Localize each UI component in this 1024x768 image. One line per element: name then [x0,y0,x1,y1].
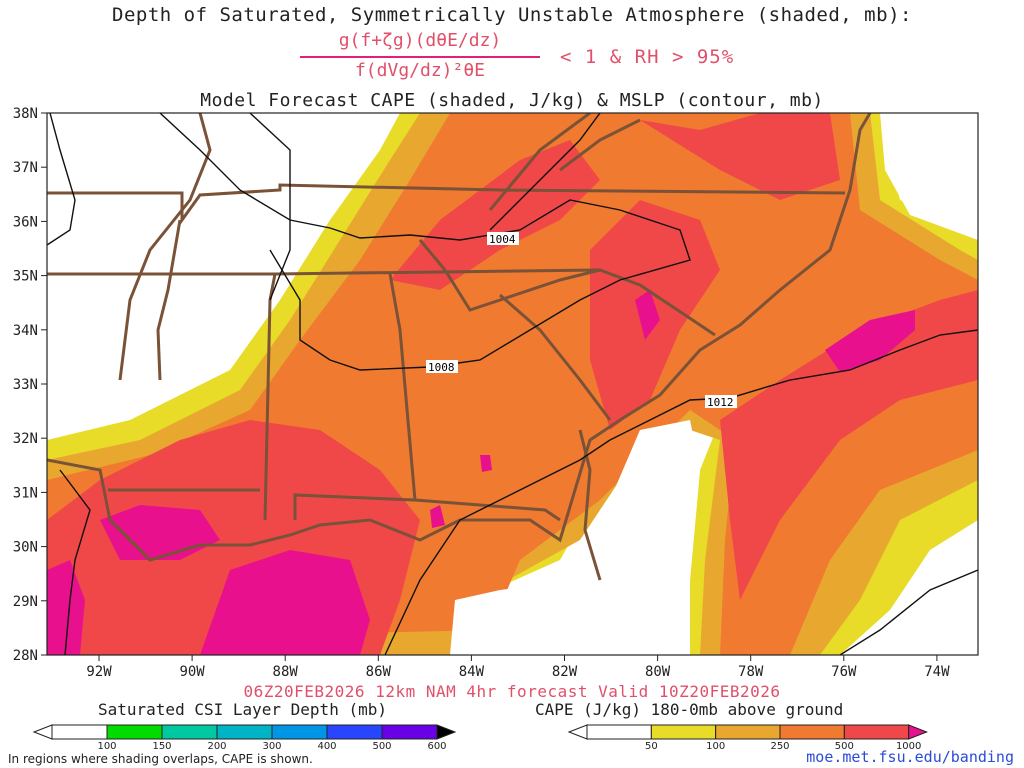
lat-label: 28N [13,648,38,664]
cape-shade-500d [720,290,978,600]
lat-label: 36N [13,214,38,230]
colorbar-swatch [271,724,328,740]
source-url[interactable]: moe.met.fsu.edu/banding [806,748,1014,766]
lat-label: 30N [13,540,38,556]
longitude-labels: 92W 90W 88W 86W 84W 82W 80W 78W 76W 74W [86,655,950,680]
isobar-label: 1004 [489,233,516,246]
clear-region-atlantic [600,420,700,655]
lon-label: 86W [366,664,392,680]
colorbar-label: 500 [372,741,391,750]
lon-label: 80W [645,664,671,680]
colorbar-label: 500 [835,741,854,750]
colorbar-swatch [843,724,910,740]
cape-shade-1000g [430,505,445,528]
colorbar-label: 100 [97,741,116,750]
formula-numerator: g(f+ζg)(dθE/dz) [338,30,502,51]
colorbar-label: 600 [427,741,446,750]
lat-label: 34N [13,323,38,339]
csi-colorbar-title: Saturated CSI Layer Depth (mb) [98,700,387,719]
cape-shade-1000e [635,290,660,340]
isobar-label: 1008 [428,361,455,374]
lon-label: 92W [86,664,112,680]
forecast-valid-line: 06Z20FEB2026 12km NAM 4hr forecast Valid… [243,682,781,701]
clear-region-gulf [450,560,620,655]
colorbar-label: 1000 [896,741,921,750]
formula-denominator: f(dVg/dz)²θE [354,60,486,81]
cape-shade-1000d [825,310,915,372]
colorbar-arrow-high [436,724,457,740]
colorbar-label: 150 [152,741,171,750]
colorbar-swatch [326,724,383,740]
cape-shade-1000 [200,550,370,655]
colorbar-label: 200 [207,741,226,750]
colorbar-arrow-low [567,724,588,740]
lat-label: 35N [13,269,38,285]
cape-shade-500e [640,113,840,200]
colorbar-swatch [51,724,108,740]
cape-shade-1000c [100,505,220,560]
colorbar-arrow-low [32,724,53,740]
colorbar-label: 400 [317,741,336,750]
lat-label: 33N [13,377,38,393]
colorbar-swatch [650,724,717,740]
colorbar-swatch [779,724,845,740]
forecast-map: 1004 1008 1012 38N37N36N35N34N33N32N31N3… [13,106,979,680]
title-line-1: Depth of Saturated, Symmetrically Unstab… [112,4,912,26]
clear-region-northeast [880,113,978,240]
colorbar-arrow-high [908,724,929,740]
colorbar-label: 250 [770,741,789,750]
cape-colorbar-title: CAPE (J/kg) 180-0mb above ground [535,700,844,719]
latitude-labels: 38N 37N 36N 35N 34N 33N 32N 31N 30N 29N 28N [13,106,47,664]
colorbar-swatch [161,724,218,740]
isobars [47,113,978,655]
lat-label: 32N [13,431,38,447]
title-line-3: Model Forecast CAPE (shaded, J/kg) & MSL… [200,90,824,111]
lat-label: 29N [13,594,38,610]
cape-colorbar: 50 100 250 500 1000 [567,724,929,750]
cape-shade-1000f [480,455,492,472]
colorbar-swatch [106,724,163,740]
lon-label: 74W [924,664,950,680]
fraction-bar [300,56,540,58]
lat-label: 31N [13,485,38,501]
overlap-note: In regions where shading overlaps, CAPE … [8,752,313,766]
lon-label: 82W [552,664,578,680]
colorbar-swatch [715,724,781,740]
lon-label: 90W [179,664,205,680]
colorbar-swatch [586,724,652,740]
colorbar-label: 300 [262,741,281,750]
cape-shading [47,113,978,655]
lon-label: 88W [273,664,299,680]
lat-label: 37N [13,160,38,176]
colorbar-swatch [216,724,273,740]
lon-label: 84W [459,664,485,680]
lat-label: 38N [13,106,38,122]
lon-label: 78W [738,664,764,680]
colorbar-label: 50 [645,741,658,750]
formula-condition: < 1 & RH > 95% [560,46,735,68]
cape-shade-500b [390,140,600,290]
formula: g(f+ζg)(dθE/dz) f(dVg/dz)²θE [300,30,540,84]
colorbar-label: 100 [706,741,725,750]
csi-colorbar: 100 150 200 300 400 500 600 [32,724,457,750]
cape-shade-1000b [47,560,85,655]
isobar-label-group: 1004 1008 1012 [426,232,737,409]
isobar-label: 1012 [707,396,734,409]
lon-label: 76W [831,664,857,680]
colorbar-swatch [381,724,438,740]
